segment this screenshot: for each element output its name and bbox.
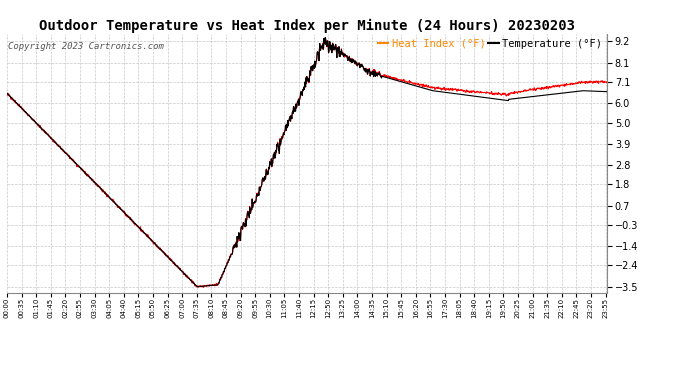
Title: Outdoor Temperature vs Heat Index per Minute (24 Hours) 20230203: Outdoor Temperature vs Heat Index per Mi…	[39, 18, 575, 33]
Legend: Heat Index (°F), Temperature (°F): Heat Index (°F), Temperature (°F)	[374, 35, 606, 53]
Text: Copyright 2023 Cartronics.com: Copyright 2023 Cartronics.com	[8, 42, 164, 51]
